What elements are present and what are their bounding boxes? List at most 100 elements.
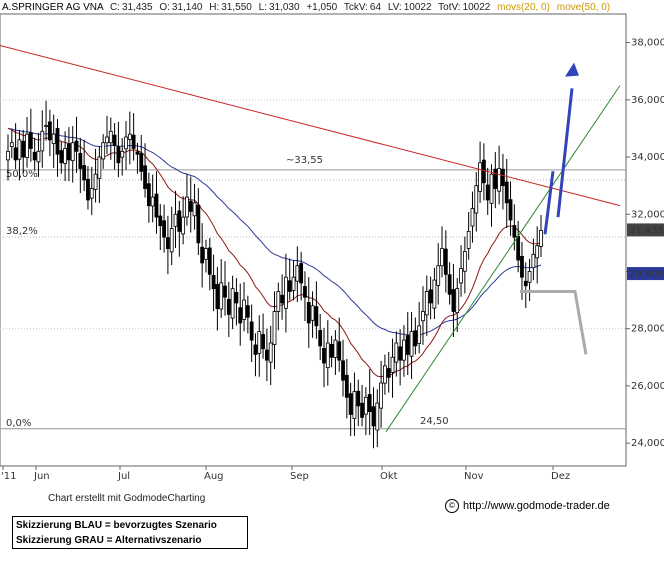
candle-body [32,151,37,161]
y-tick-label: 26,000 [631,381,664,392]
candles [6,100,543,449]
candle-body [424,291,429,316]
candle-body [535,245,540,259]
candle-body [383,365,387,384]
candle-body [9,142,14,147]
candle-body [470,208,475,227]
candle-body [55,128,60,155]
trend-lines [0,44,621,432]
x-tick-label: Dez [551,471,570,482]
candle-body [329,344,334,358]
candle-body [124,136,128,150]
candle-body [200,246,205,264]
website-link[interactable]: © http://www.godmode-trader.de [445,499,610,513]
candle-body [459,268,463,284]
candle-body [97,156,102,179]
candle-body [120,150,125,158]
candle-body [143,165,147,189]
candle-body [409,331,414,357]
legend-grey: Skizzierung GRAU = Alternativszenario [16,535,202,546]
legend-blue: Skizzierung BLAU = bevorzugtes Szenario [16,520,217,531]
downtrend-line [0,44,621,207]
candle-body [249,321,254,341]
candle-body [504,181,509,204]
candle-body [165,237,170,249]
price-tags: 31,435 29,909 [627,223,664,281]
legend-movs: movs(20, 0) [497,2,550,13]
candle-body [299,263,304,284]
candle-body [169,228,174,253]
website-url[interactable]: http://www.godmode-trader.de [463,500,610,512]
candle-body [394,342,399,363]
candle-body [417,325,422,344]
candle-body [523,280,528,287]
candle-body [508,199,513,221]
candle-body [478,162,482,192]
candle-body [25,133,29,158]
candle-body [86,178,90,201]
candle-body [531,253,536,269]
x-tick-label: Aug [204,471,224,482]
scenario-legend: Skizzierung BLAU = bevorzugtes Szenario … [12,516,248,549]
candle-body [432,279,437,309]
candle-body [242,299,246,320]
chart-credit: Chart erstellt mit GodmodeCharting [48,493,206,504]
candle-body [82,165,87,181]
candle-body [348,393,353,415]
fib-levels: 0,0% 38,2% 50,0% ~33,55 24,50 [0,155,626,430]
candle-body [485,184,490,201]
candle-body [421,311,425,322]
candle-body [527,271,532,283]
header-name: A.SPRINGER AG VNA [2,2,104,13]
candle-body [310,305,315,321]
candle-body [74,140,79,152]
candle-body [238,307,243,324]
candle-body [67,143,71,161]
candle-body [146,183,151,207]
candle-body [462,251,467,272]
x-tick-label: Sep [290,471,309,482]
x-tick-label: Nov [464,471,484,482]
candle-body [481,159,486,184]
y-tick-label: 32,000 [631,209,664,220]
candle-body [116,146,121,164]
candle-body [59,150,64,164]
candle-body [185,196,189,218]
candle-body [474,185,479,214]
x-tick-label: '11 [1,471,16,482]
candle-body [489,173,494,204]
candle-body [268,342,273,363]
candle-body [211,275,216,290]
candle-body [367,394,372,413]
ema50-tag: 29,909 [629,269,664,280]
y-tick-label: 36,000 [631,95,664,106]
candle-body [318,330,323,347]
candle-body [108,130,113,144]
last-price-tag: 31,435 [629,225,664,236]
legend-move: move(50, 0) [557,2,610,13]
fib-label: 0,0% [6,418,31,429]
x-tick-label: Okt [380,471,398,482]
candle-body [375,402,380,431]
candle-body [150,196,155,207]
candle-body [466,231,471,249]
x-tick-label: Jun [33,471,50,482]
candle-body [28,132,33,149]
candle-body [428,289,433,304]
candle-body [230,288,235,319]
candle-body [245,305,250,318]
candle-body [154,193,159,218]
grey-scenario-path [520,289,588,355]
candle-body [520,256,524,278]
uptrend-line [385,85,621,432]
candle-body [303,286,307,298]
candle-body [78,152,83,169]
candle-body [291,276,296,291]
candle-body [390,356,395,373]
candle-body [436,265,441,286]
candle-body [516,235,521,261]
candle-body [127,133,132,140]
candle-body [139,152,144,172]
y-tick-label: 34,000 [631,152,664,163]
candle-body [512,225,517,238]
